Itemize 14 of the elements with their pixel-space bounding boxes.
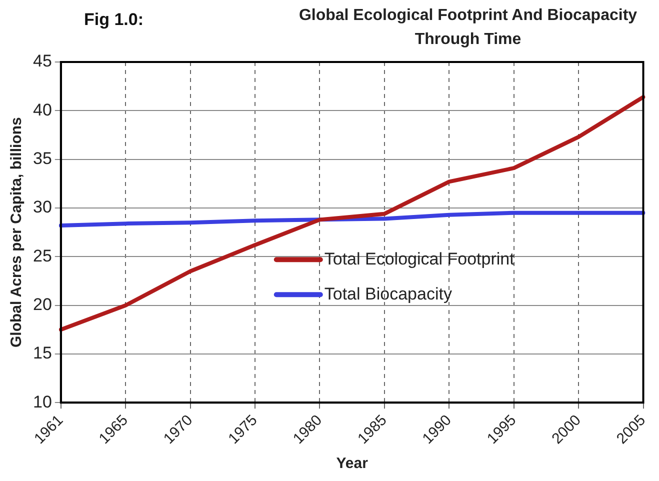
- chart-title: Global Ecological Footprint And Biocapacity Through Time: [298, 6, 638, 50]
- y-axis-title: Global Acres per Capita, billions: [8, 117, 26, 348]
- y-tick-label: 15: [32, 344, 52, 363]
- y-tick-label: 10: [32, 392, 52, 412]
- x-axis-title: Year: [336, 455, 368, 472]
- y-tick-label: 45: [32, 52, 52, 71]
- y-tick-label: 35: [32, 149, 52, 168]
- y-tick-label: 40: [32, 100, 52, 120]
- y-tick-label: 20: [32, 295, 52, 314]
- y-tick-label: 25: [32, 246, 52, 266]
- y-tick-label: 30: [32, 198, 52, 217]
- legend-label: Total Biocapacity: [324, 284, 452, 304]
- legend-label: Total Ecological Footprint: [324, 249, 515, 268]
- caption: Fig 1.0:: [84, 10, 144, 30]
